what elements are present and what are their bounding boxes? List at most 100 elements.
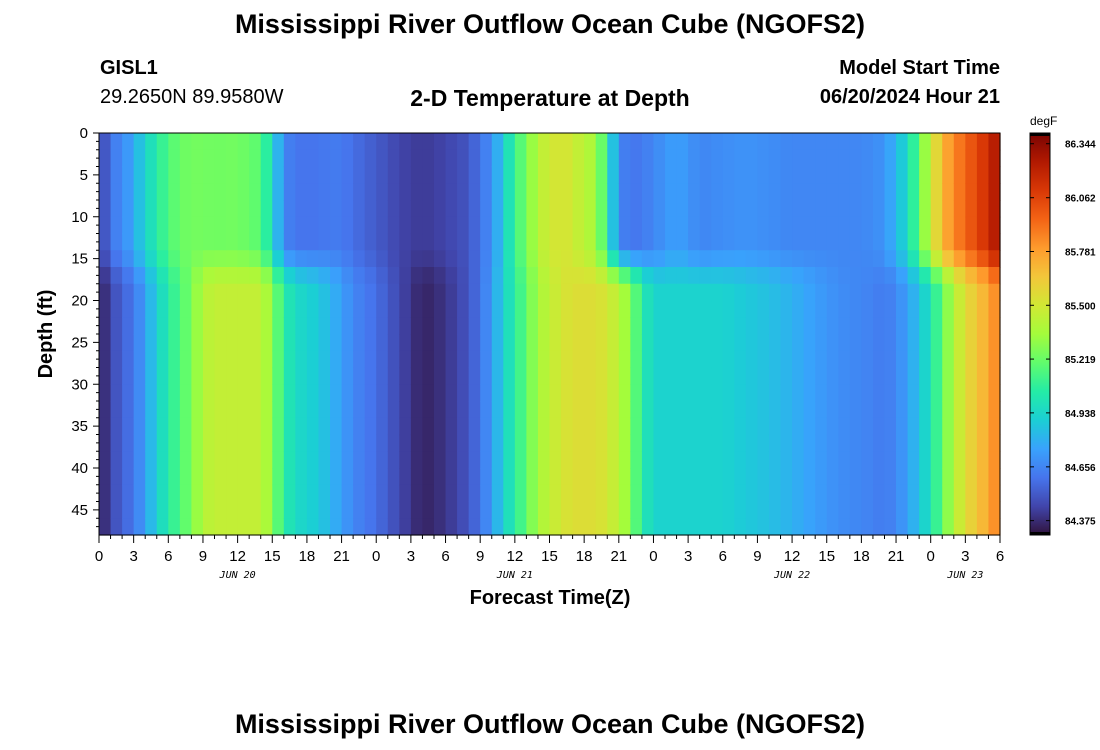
heatmap-cell	[953, 216, 966, 235]
heatmap-cell	[422, 350, 435, 369]
heatmap-cell	[364, 334, 377, 352]
heatmap-cell	[191, 233, 204, 251]
heatmap-cell	[884, 200, 897, 218]
heatmap-cell	[561, 518, 574, 536]
colorbar-tick-label: 84.938	[1065, 409, 1096, 420]
heatmap-cell	[988, 384, 1001, 402]
heatmap-cell	[422, 367, 435, 385]
heatmap-cell	[376, 367, 389, 385]
heatmap-cell	[757, 166, 770, 184]
heatmap-cell	[988, 166, 1001, 184]
heatmap-cell	[561, 300, 574, 318]
heatmap-cell	[584, 183, 597, 201]
heatmap-cell	[641, 417, 655, 436]
heatmap-cell	[722, 451, 735, 469]
heatmap-cell	[872, 484, 886, 503]
heatmap-cell	[168, 484, 181, 503]
heatmap-cell	[491, 283, 504, 302]
heatmap-cell	[815, 334, 828, 352]
heatmap-cell	[745, 149, 759, 168]
heatmap-cell	[896, 417, 909, 436]
heatmap-cell	[826, 484, 839, 503]
heatmap-cell	[376, 216, 389, 235]
heatmap-cell	[99, 518, 112, 536]
heatmap-cell	[953, 350, 966, 369]
heatmap-cell	[838, 283, 851, 302]
heatmap-cell	[283, 451, 296, 469]
heatmap-cell	[688, 133, 701, 151]
heatmap-cell	[537, 350, 551, 369]
heatmap-cell	[226, 267, 239, 285]
heatmap-cell	[722, 216, 735, 235]
heatmap-cell	[133, 149, 146, 168]
heatmap-cell	[480, 267, 493, 285]
heatmap-cell	[641, 384, 655, 402]
heatmap-cell	[792, 484, 805, 503]
heatmap-cell	[491, 434, 504, 452]
heatmap-cell	[353, 501, 366, 519]
heatmap-cell	[133, 417, 146, 436]
heatmap-cell	[260, 250, 273, 268]
heatmap-cell	[537, 267, 551, 285]
heatmap-cell	[942, 300, 955, 318]
heatmap-cell	[988, 283, 1001, 302]
y-tick-label: 35	[71, 418, 88, 435]
heatmap-cell	[872, 468, 886, 486]
heatmap-cell	[202, 334, 216, 352]
heatmap-cell	[318, 283, 331, 302]
heatmap-cell	[688, 300, 701, 318]
heatmap-cell	[168, 283, 181, 302]
heatmap-cell	[445, 334, 458, 352]
heatmap-cell	[768, 283, 782, 302]
heatmap-cell	[353, 468, 366, 486]
heatmap-cell	[99, 417, 112, 436]
heatmap-cell	[526, 216, 539, 235]
x-tick-label: 18	[576, 548, 593, 565]
heatmap-cell	[711, 300, 724, 318]
heatmap-cell	[561, 216, 574, 235]
heatmap-cell	[699, 451, 712, 469]
heatmap-cell	[665, 300, 678, 318]
heatmap-cell	[780, 200, 793, 218]
heatmap-cell	[965, 200, 978, 218]
heatmap-cell	[641, 149, 655, 168]
heatmap-cell	[988, 417, 1001, 436]
heatmap-cell	[884, 384, 897, 402]
heatmap-cell	[295, 468, 308, 486]
heatmap-cell	[745, 267, 759, 285]
heatmap-cell	[526, 401, 539, 419]
heatmap-cell	[272, 501, 285, 519]
heatmap-cell	[341, 501, 354, 519]
heatmap-cell	[988, 484, 1001, 503]
heatmap-cell	[572, 451, 585, 469]
heatmap-cell	[191, 334, 204, 352]
heatmap-cell	[537, 317, 551, 335]
heatmap-cell	[468, 133, 481, 151]
heatmap-cell	[99, 166, 112, 184]
heatmap-cell	[168, 367, 181, 385]
heatmap-cell	[665, 350, 678, 369]
heatmap-cell	[526, 133, 539, 151]
heatmap-cell	[942, 233, 955, 251]
heatmap-cell	[110, 300, 123, 318]
heatmap-cell	[156, 484, 169, 503]
heatmap-cell	[433, 300, 447, 318]
heatmap-cell	[330, 501, 343, 519]
heatmap-cell	[872, 233, 886, 251]
heatmap-cell	[561, 317, 574, 335]
heatmap-cell	[156, 300, 169, 318]
heatmap-cell	[919, 501, 932, 519]
heatmap-cell	[480, 367, 493, 385]
heatmap-cell	[676, 250, 689, 268]
heatmap-cell	[168, 350, 181, 369]
heatmap-cell	[399, 216, 412, 235]
heatmap-cell	[318, 434, 331, 452]
heatmap-cell	[607, 283, 620, 302]
heatmap-cell	[237, 401, 250, 419]
heatmap-cell	[156, 434, 169, 452]
x-tick-label: 21	[888, 548, 905, 565]
heatmap-cell	[884, 233, 897, 251]
heatmap-cell	[722, 183, 735, 201]
heatmap-cell	[872, 384, 886, 402]
heatmap-cell	[526, 417, 539, 436]
